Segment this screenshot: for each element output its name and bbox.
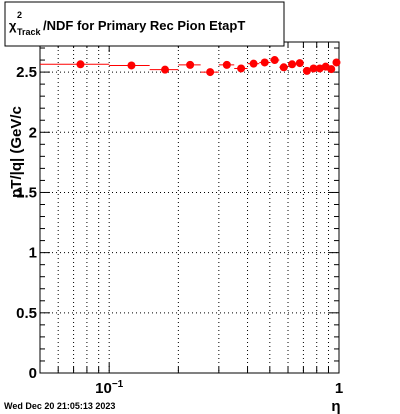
y-tick-label: 0 — [29, 365, 37, 382]
data-point — [309, 64, 318, 73]
data-point — [237, 64, 246, 73]
y-tick-label: 1.5 — [16, 184, 37, 201]
title-subscript: Track — [17, 27, 42, 37]
data-point — [161, 65, 170, 74]
data-point — [186, 60, 195, 69]
data-point — [270, 56, 279, 65]
data-point — [279, 63, 288, 72]
data-points — [40, 56, 341, 77]
x-tick-label: 10−1 — [95, 379, 124, 397]
y-tick-label: 2 — [29, 124, 37, 141]
y-tick-label: 2.5 — [16, 64, 37, 81]
chart-title: /NDF for Primary Rec Pion EtapT — [43, 18, 245, 33]
data-point — [76, 60, 85, 69]
data-point — [295, 59, 304, 68]
y-axis-ticks: 0 0.5 1 1.5 2 2.5 — [16, 47, 339, 382]
data-point — [260, 58, 269, 67]
data-point — [127, 61, 136, 70]
data-point — [327, 65, 336, 74]
data-point — [206, 68, 215, 77]
plot-frame — [39, 41, 340, 374]
data-point — [302, 66, 311, 75]
data-point — [288, 60, 297, 69]
data-point — [332, 58, 341, 67]
title-box: χ 2 Track /NDF for Primary Rec Pion Etap… — [4, 1, 285, 47]
title-chi-symbol: χ — [9, 18, 17, 33]
data-point — [222, 60, 231, 69]
plot-area: 10−1 1 0 0.5 1 1.5 2 2.5 — [16, 41, 343, 397]
title-superscript: 2 — [17, 10, 22, 20]
y-axis-title: pT/|q| (GeV/c — [8, 106, 25, 198]
data-point — [249, 59, 258, 68]
x-axis-title: η — [331, 398, 340, 414]
footer-timestamp: Wed Dec 20 21:05:13 2023 — [4, 401, 115, 411]
y-tick-label: 1 — [29, 245, 37, 262]
x-tick-label: 1 — [335, 380, 343, 397]
y-tick-label: 0.5 — [16, 305, 37, 322]
